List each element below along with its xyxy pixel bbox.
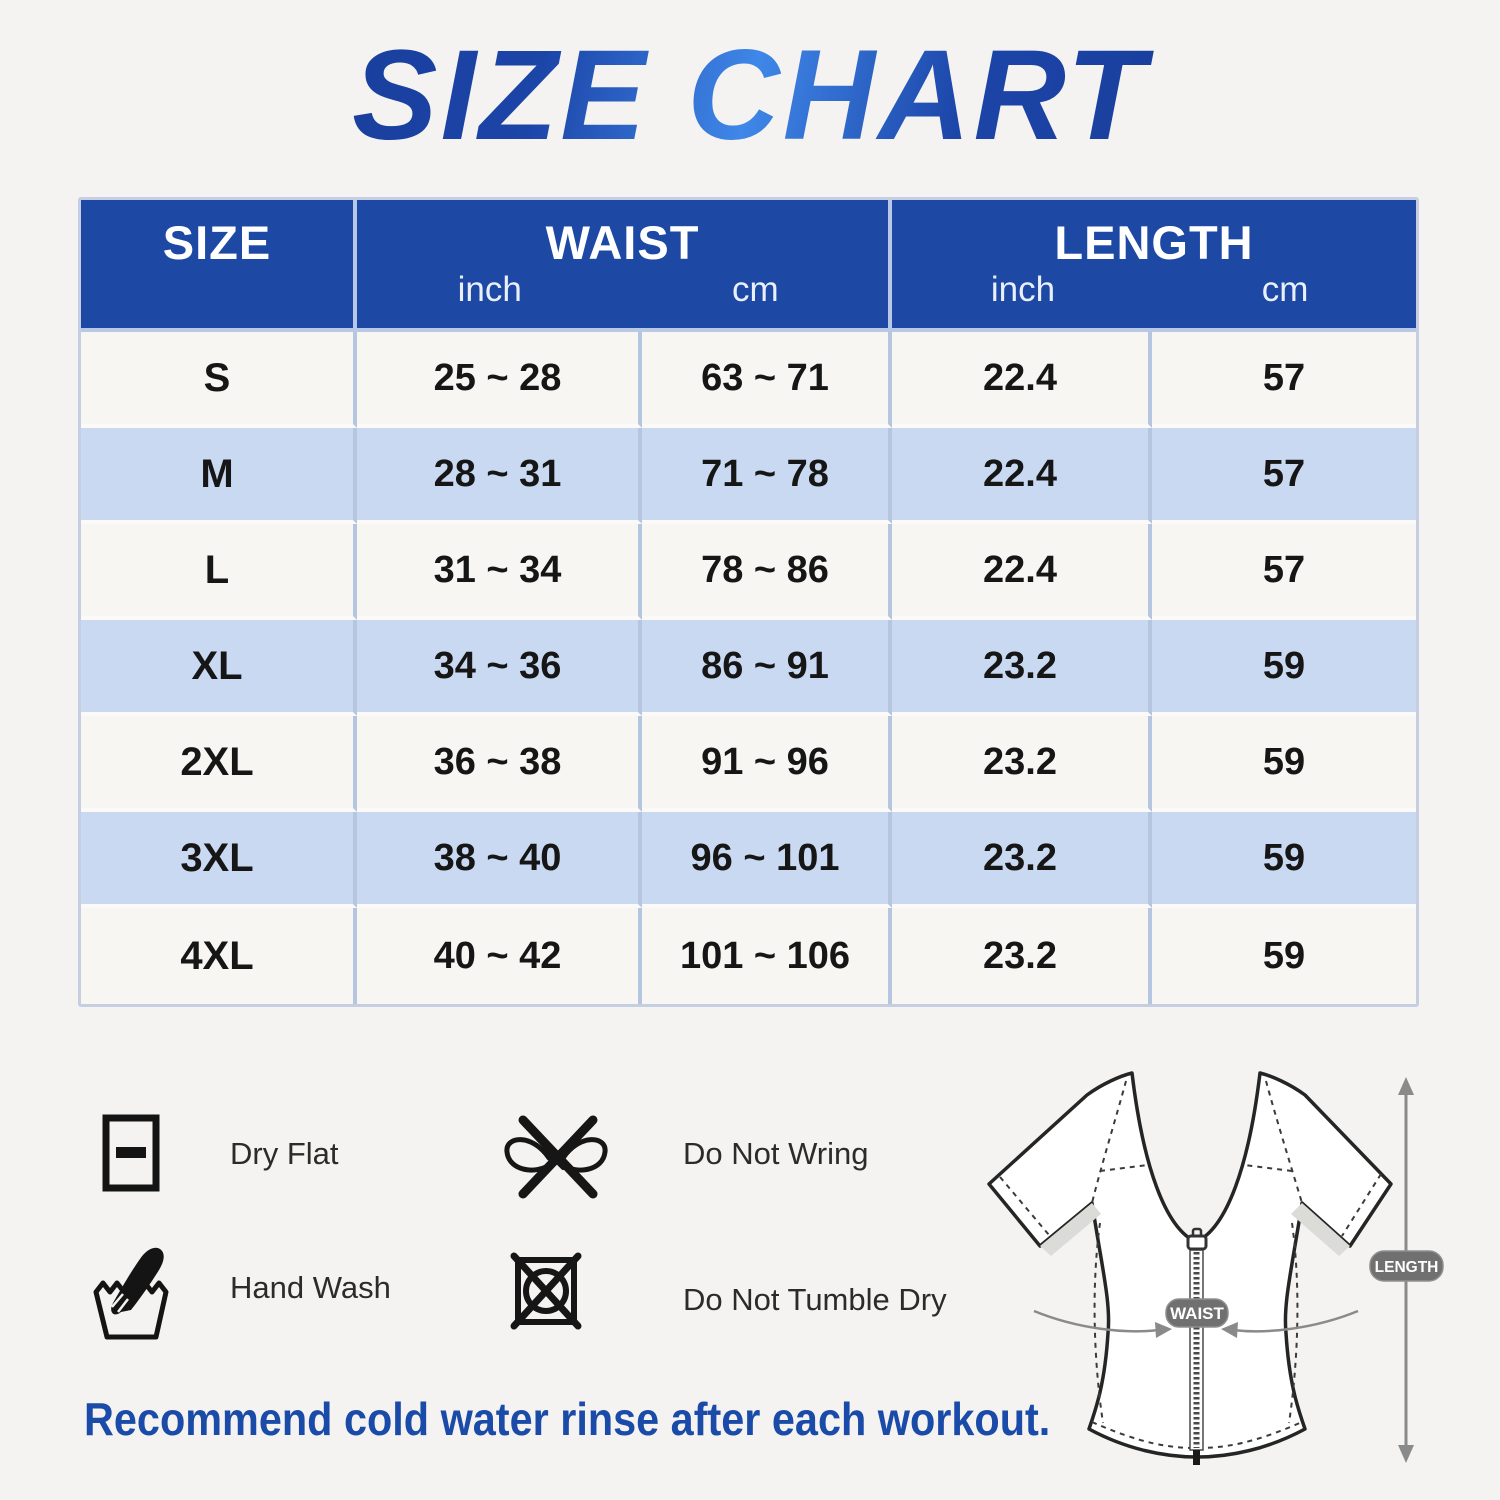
table-row: L 31 ~ 34 78 ~ 86 22.4 57 [81,524,1417,620]
care-label-hand-wash: Hand Wash [230,1270,391,1305]
cell-size: S [81,332,357,428]
header-waist: WAIST inch cm [357,200,893,332]
header-length-cm: cm [1261,270,1309,310]
header-length: LENGTH inch cm [892,200,1417,332]
do-not-wring-icon [504,1115,608,1199]
cell-waist-inch: 28 ~ 31 [357,428,642,524]
table-row: XL 34 ~ 36 86 ~ 91 23.2 59 [81,620,1417,716]
page-title: SIZE CHART [0,22,1500,169]
cell-length-inch: 22.4 [892,524,1153,620]
cell-length-cm: 59 [1152,716,1417,812]
length-tag-label: LENGTH [1375,1259,1439,1276]
waist-tag-pill [1165,1298,1229,1328]
cell-length-inch: 22.4 [892,332,1153,428]
care-label-dry-flat: Dry Flat [230,1136,339,1171]
cell-waist-cm: 63 ~ 71 [642,332,893,428]
cell-length-inch: 23.2 [892,908,1153,1004]
header-length-label: LENGTH [1054,215,1254,269]
cell-length-inch: 23.2 [892,620,1153,716]
cell-waist-cm: 91 ~ 96 [642,716,893,812]
table-row: 3XL 38 ~ 40 96 ~ 101 23.2 59 [81,812,1417,908]
cell-size: M [81,428,357,524]
cell-size: L [81,524,357,620]
table-row: S 25 ~ 28 63 ~ 71 22.4 57 [81,332,1417,428]
cell-length-inch: 22.4 [892,428,1153,524]
table-header: SIZE i WAIST inch cm LENGTH inch [81,200,1417,332]
cell-length-cm: 59 [1152,812,1417,908]
table-body: S 25 ~ 28 63 ~ 71 22.4 57 M 28 ~ 31 71 ~… [81,332,1417,1004]
cell-size: 3XL [81,812,357,908]
cell-size: XL [81,620,357,716]
cell-waist-inch: 38 ~ 40 [357,812,642,908]
size-chart-table: SIZE i WAIST inch cm LENGTH inch [81,200,1417,1004]
cell-length-cm: 59 [1152,620,1417,716]
care-label-do-not-wring: Do Not Wring [683,1136,869,1171]
cell-length-inch: 23.2 [892,812,1153,908]
garment-measurement-diagram: WAIST LENGTH [987,1071,1444,1465]
cell-waist-inch: 36 ~ 38 [357,716,642,812]
table-row: 2XL 36 ~ 38 91 ~ 96 23.2 59 [81,716,1417,812]
cell-length-cm: 57 [1152,524,1417,620]
cell-length-inch: 23.2 [892,716,1153,812]
cell-waist-inch: 34 ~ 36 [357,620,642,716]
cell-waist-cm: 101 ~ 106 [642,908,893,1004]
cell-waist-cm: 96 ~ 101 [642,812,893,908]
cell-length-cm: 59 [1152,908,1417,1004]
waist-tag-label: WAIST [1170,1304,1224,1323]
care-label-do-not-tumble-dry: Do Not Tumble Dry [683,1282,947,1317]
header-length-inch: inch [990,270,1056,310]
cell-length-cm: 57 [1152,332,1417,428]
cell-waist-inch: 31 ~ 34 [357,524,642,620]
cell-waist-cm: 86 ~ 91 [642,620,893,716]
header-waist-label: WAIST [545,215,700,269]
cell-waist-inch: 25 ~ 28 [357,332,642,428]
cell-size: 4XL [81,908,357,1004]
table-row: M 28 ~ 31 71 ~ 78 22.4 57 [81,428,1417,524]
header-waist-inch: inch [457,270,522,310]
cell-waist-cm: 78 ~ 86 [642,524,893,620]
dry-flat-icon [102,1114,160,1192]
header-size-label: SIZE [162,215,272,269]
footer-note: Recommend cold water rinse after each wo… [84,1393,1051,1445]
size-table-container: SIZE i WAIST inch cm LENGTH inch [78,197,1419,1007]
header-size: SIZE i [81,200,357,332]
do-not-tumble-dry-icon [510,1252,582,1330]
cell-size: 2XL [81,716,357,812]
hand-wash-icon [93,1247,169,1340]
header-waist-cm: cm [731,270,779,310]
cell-waist-inch: 40 ~ 42 [357,908,642,1004]
table-row: 4XL 40 ~ 42 101 ~ 106 23.2 59 [81,908,1417,1004]
length-tag-pill [1369,1250,1444,1282]
cell-length-cm: 57 [1152,428,1417,524]
cell-waist-cm: 71 ~ 78 [642,428,893,524]
